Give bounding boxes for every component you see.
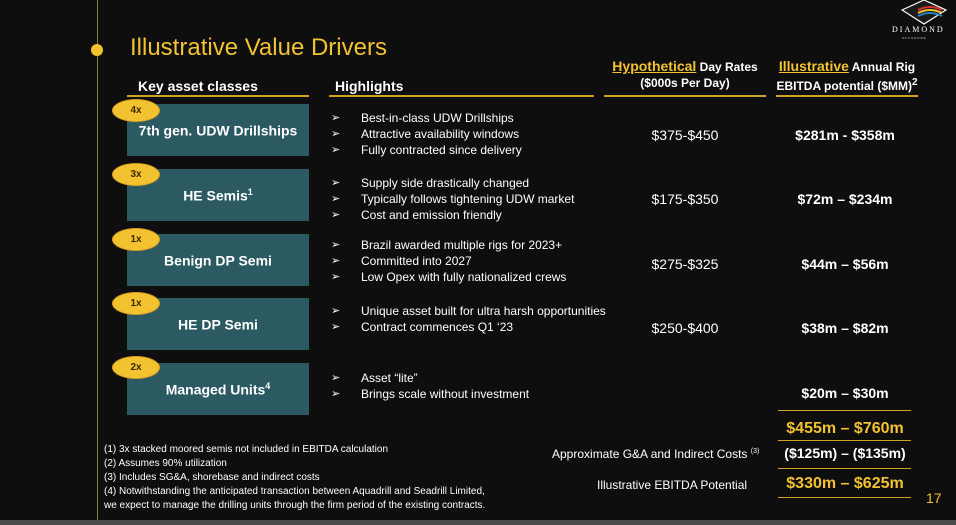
list-item: ➢ Supply side drastically changed [331,176,530,190]
page-number: 17 [926,490,942,506]
col-header-ebitda: Illustrative Annual Rig EBITDA potential… [774,58,920,94]
list-item: ➢ Committed into 2027 [331,254,472,268]
multiplier-badge: 3x [112,163,160,186]
multiplier-badge: 2x [112,356,160,379]
ebitda-rest: Annual Rig [851,60,916,74]
arrow-bullet-icon: ➢ [331,144,341,156]
list-item: ➢ Brings scale without investment [331,387,530,401]
list-item: ➢ Fully contracted since delivery [331,143,522,157]
ebitda-emphasis: Illustrative [778,58,849,74]
asset-label: Benign DP Semi [164,252,272,269]
day-rate-value: $250-$400 [651,320,719,336]
highlights-list: ➢ Asset “lite” ➢ Brings scale without inve… [331,370,529,402]
day-rates-emphasis: Hypothetical [612,58,697,74]
list-item: ➢ Low Opex with fully nationalized crews [331,270,567,284]
asset-label: HE DP Semi [178,316,258,333]
asset-label: 7th gen. UDW Drillships [138,122,298,139]
arrow-bullet-icon: ➢ [331,239,341,251]
arrow-bullet-icon: ➢ [331,193,341,205]
logo-subtext: OFFSHORE [902,36,927,40]
ebitda-potential-label: Illustrative EBITDA Potential [597,478,748,492]
arrow-bullet-icon: ➢ [331,255,341,267]
arrow-bullet-icon: ➢ [331,177,341,189]
col-rule-asset [127,95,309,97]
footnote: we expect to manage the drilling units t… [104,500,486,511]
arrow-bullet-icon: ➢ [331,112,341,124]
footnote: (4) Notwithstanding the anticipated tran… [104,486,485,497]
net-ebitda-total: $330m – $625m [786,475,904,492]
total-divider [778,410,911,411]
ebitda-value: $38m – $82m [801,320,889,336]
col-rule-highlights [329,95,594,97]
title-bullet [91,44,103,56]
ebitda-value: $44m – $56m [801,256,889,272]
list-item: ➢ Cost and emission friendly [331,208,502,222]
arrow-bullet-icon: ➢ [331,209,341,221]
ebitda-value: $281m - $358m [795,127,895,143]
list-item: ➢ Best-in-class UDW Drillships [331,111,514,125]
day-rates-subtitle: ($000s Per Day) [640,76,730,90]
footnotes: (1) 3x stacked moored semis not included… [104,443,485,513]
highlights-list: ➢ Best-in-class UDW Drillships ➢ Attractiv… [331,110,522,158]
diamond-logo-icon [900,0,948,25]
list-item: ➢ Contract commences Q1 ‘23 [331,320,514,334]
footnote: (2) Assumes 90% utilization [104,458,227,469]
multiplier-badge: 1x [112,228,160,251]
list-item: ➢ Unique asset built for ultra harsh oppo… [331,304,606,318]
total-divider [778,468,911,469]
arrow-bullet-icon: ➢ [331,321,341,333]
ebitda-footnote-ref: 2 [911,77,918,88]
ebitda-value: $20m – $30m [801,385,889,401]
ebitda-value: $72m – $234m [797,191,893,207]
footnote: (3) Includes SG&A, shorebase and indirec… [104,472,320,483]
day-rate-value: $175-$350 [651,191,719,207]
ga-costs-value: ($125m) – ($135m) [784,445,906,461]
highlights-list: ➢ Supply side drastically changed ➢ Typica… [331,175,574,223]
asset-label: Managed Units4 [165,380,271,398]
col-header-highlights: Highlights [335,78,404,94]
day-rates-rest: Day Rates [699,60,758,74]
list-item: ➢ Asset “lite” [331,371,418,385]
total-divider [778,497,911,498]
list-item: ➢ Typically follows tightening UDW market [331,192,575,206]
highlights-list: ➢ Unique asset built for ultra harsh oppo… [331,303,606,335]
arrow-bullet-icon: ➢ [331,388,341,400]
arrow-bullet-icon: ➢ [331,372,341,384]
total-divider [778,440,911,441]
col-rule-ebitda [776,95,918,97]
page-title: Illustrative Value Drivers [130,34,387,61]
footnote: (1) 3x stacked moored semis not included… [104,444,389,455]
left-divider-line [97,0,98,525]
col-header-day-rates: Hypothetical Day Rates ($000s Per Day) [606,58,764,91]
list-item: ➢ Attractive availability windows [331,127,520,141]
col-header-asset-classes: Key asset classes [138,78,258,94]
col-rule-day-rates [604,95,766,97]
arrow-bullet-icon: ➢ [331,271,341,283]
bottom-bar [0,520,956,525]
arrow-bullet-icon: ➢ [331,128,341,140]
ga-costs-label: Approximate G&A and Indirect Costs (3) [552,447,760,461]
day-rate-value: $375-$450 [651,127,719,143]
asset-label: HE Semis1 [183,186,253,204]
gross-ebitda-total: $455m – $760m [786,420,904,437]
arrow-bullet-icon: ➢ [331,305,341,317]
highlights-list: ➢ Brazil awarded multiple rigs for 2023+ … [331,237,566,285]
ebitda-subtitle: EBITDA potential ($MM) [776,79,912,93]
list-item: ➢ Brazil awarded multiple rigs for 2023+ [331,238,563,252]
day-rate-value: $275-$325 [651,256,719,272]
multiplier-badge: 4x [112,99,160,122]
multiplier-badge: 1x [112,292,160,315]
logo-wordmark: DIAMOND [892,25,945,34]
